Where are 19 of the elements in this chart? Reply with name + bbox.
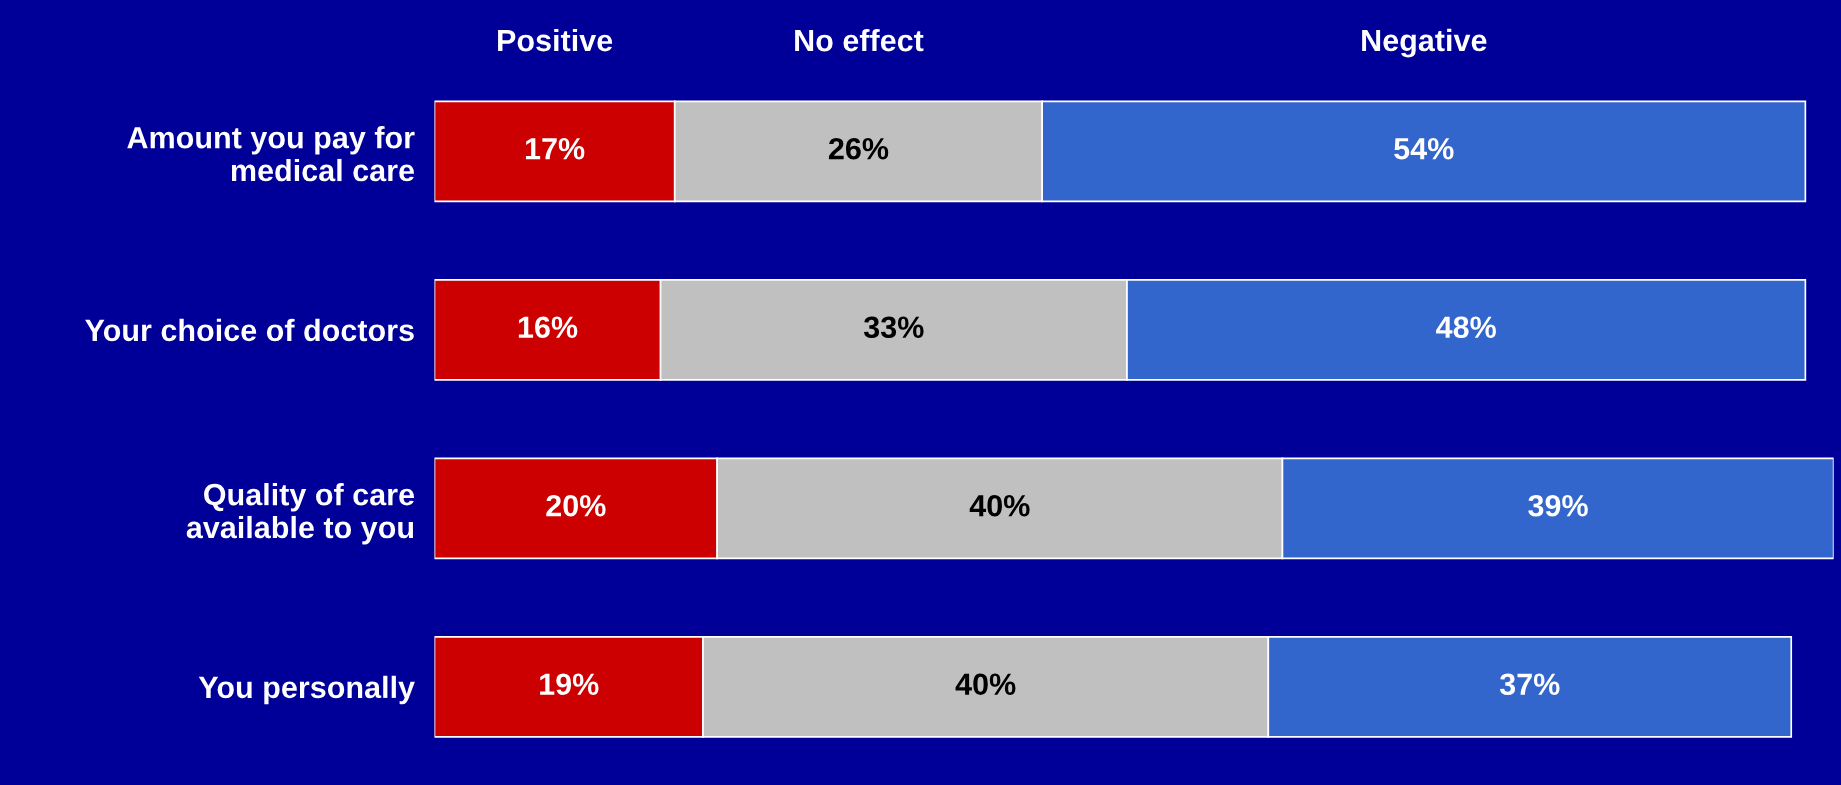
data-label: 26%: [828, 137, 889, 160]
series-label: No effect: [795, 28, 924, 52]
data-label: 40%: [955, 673, 1016, 696]
data-label: 54%: [1394, 137, 1454, 160]
y-tick-label: You personally: [198, 675, 415, 705]
data-label: 40%: [969, 494, 1030, 517]
series-label: Positive: [498, 28, 613, 52]
data-label: 37%: [1499, 673, 1560, 696]
data-label: 17%: [525, 137, 585, 160]
data-label: 20%: [546, 494, 606, 517]
series-label: Negative: [1362, 28, 1487, 58]
y-tick-label: Quality of care available to you: [186, 483, 415, 545]
y-tick-label: Amount you pay for medical care: [127, 126, 415, 182]
data-label: 19%: [540, 673, 599, 696]
data-label: 39%: [1528, 494, 1588, 517]
y-tick-label: Your choice of doctors: [85, 318, 414, 342]
data-label: 16%: [518, 316, 578, 339]
data-label: 48%: [1436, 316, 1496, 339]
data-label: 33%: [863, 316, 924, 339]
